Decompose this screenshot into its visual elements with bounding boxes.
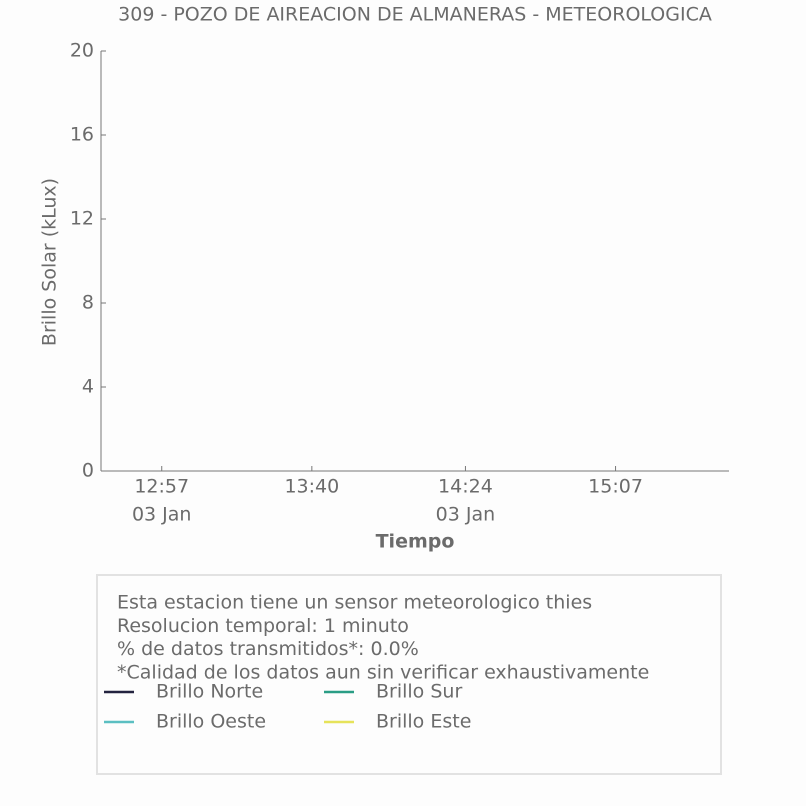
info-text: % de datos transmitidos*: 0.0% [117, 638, 419, 660]
chart-title: 309 - POZO DE AIREACION DE ALMANERAS - M… [118, 4, 712, 26]
y-axis-label: Brillo Solar (kLux) [39, 178, 61, 346]
y-tick-label: 12 [70, 208, 94, 230]
y-tick-label: 16 [70, 124, 94, 146]
x-tick-label: 15:07 [588, 476, 643, 498]
legend-label: Brillo Este [376, 711, 471, 733]
x-tick-label: 14:24 [438, 476, 493, 498]
info-text: Esta estacion tiene un sensor meteorolog… [117, 592, 592, 614]
legend-label: Brillo Norte [156, 681, 263, 703]
y-tick-label: 4 [82, 376, 94, 398]
info-text: Resolucion temporal: 1 minuto [117, 615, 409, 637]
legend-label: Brillo Oeste [156, 711, 266, 733]
x-tick-label: 13:40 [284, 476, 339, 498]
y-tick-label: 8 [82, 292, 94, 314]
info-box [96, 574, 722, 775]
x-axis-label: Tiempo [376, 531, 455, 553]
x-tick-sublabel: 03 Jan [132, 504, 192, 526]
x-tick-sublabel: 03 Jan [436, 504, 496, 526]
y-tick-label: 20 [70, 40, 94, 62]
legend-label: Brillo Sur [376, 681, 462, 703]
x-tick-label: 12:57 [134, 476, 189, 498]
info-text: *Calidad de los datos aun sin verificar … [117, 661, 649, 683]
y-tick-label: 0 [82, 460, 94, 482]
